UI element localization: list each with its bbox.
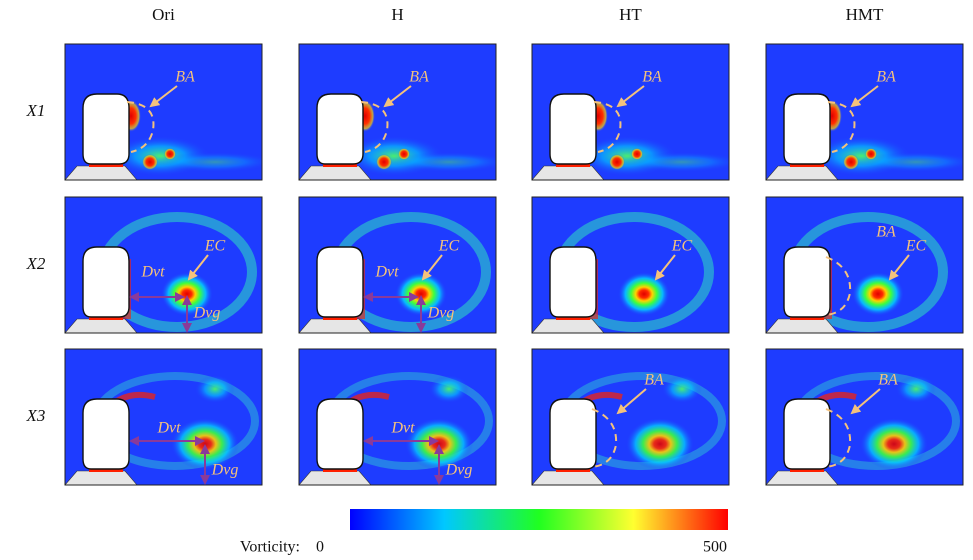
annotation: Dvt xyxy=(140,264,165,281)
row-label: X1 xyxy=(26,101,46,120)
field xyxy=(766,44,973,180)
ground xyxy=(299,471,371,485)
column-header: HT xyxy=(619,5,642,24)
hot-spot xyxy=(376,154,392,170)
contour-panel: BA xyxy=(766,44,973,180)
contour-panel: Dvt EC Dvg xyxy=(299,197,496,333)
vortex xyxy=(618,272,670,316)
train xyxy=(784,247,830,317)
contour-panel: BA xyxy=(299,44,509,180)
annotation: BA xyxy=(642,69,662,86)
contour-panel: BA xyxy=(532,44,742,180)
ground xyxy=(532,319,604,333)
field xyxy=(65,44,275,180)
field xyxy=(532,197,729,333)
vortex xyxy=(626,418,694,470)
annotation: EC xyxy=(204,238,226,255)
row-label: X2 xyxy=(26,254,46,273)
ground xyxy=(299,166,371,180)
train xyxy=(83,247,129,317)
train xyxy=(550,94,596,164)
hot-spot xyxy=(843,154,859,170)
field xyxy=(532,349,729,485)
column-header: HMT xyxy=(846,5,884,24)
train xyxy=(83,94,129,164)
contour-panel: BA EC xyxy=(766,197,963,333)
annotation: EC xyxy=(905,238,927,255)
colorbar-tick-label: 500 xyxy=(703,539,727,556)
train xyxy=(317,399,363,469)
contour-panel: BA xyxy=(766,349,963,485)
hot-spot xyxy=(865,148,877,160)
annotation: BA xyxy=(409,69,429,86)
annotation: BA xyxy=(876,224,896,241)
ground xyxy=(65,319,137,333)
colorbar-label: Vorticity: xyxy=(240,539,300,556)
upper-vortex xyxy=(195,375,235,403)
upper-vortex xyxy=(896,375,936,403)
annotation: Dvg xyxy=(211,462,239,479)
vortex xyxy=(860,418,928,470)
annotation: EC xyxy=(438,238,460,255)
annotation: BA xyxy=(878,372,898,389)
annotation: EC xyxy=(671,238,693,255)
ground xyxy=(299,319,371,333)
ground xyxy=(766,471,838,485)
contour-panel: EC xyxy=(532,197,729,333)
ground xyxy=(766,319,838,333)
annotation: BA xyxy=(644,372,664,389)
train xyxy=(317,94,363,164)
upper-vortex xyxy=(429,375,469,403)
train xyxy=(550,399,596,469)
contour-panel: BA xyxy=(532,349,729,485)
row-label: X3 xyxy=(26,406,46,425)
upper-vortex xyxy=(662,375,702,403)
train xyxy=(784,399,830,469)
field xyxy=(532,44,742,180)
field xyxy=(766,349,963,485)
annotation: BA xyxy=(876,69,896,86)
ground xyxy=(65,166,137,180)
hot-spot xyxy=(609,154,625,170)
annotation: Dvg xyxy=(445,462,473,479)
train xyxy=(83,399,129,469)
ground xyxy=(766,166,838,180)
field xyxy=(299,44,509,180)
column-header: Ori xyxy=(152,5,175,24)
colorbar xyxy=(350,509,728,530)
ground xyxy=(532,471,604,485)
figure: OriHHTHMTX1BABABABAX2DvtECDvgDvtECDvgECB… xyxy=(0,0,973,560)
train xyxy=(317,247,363,317)
annotation: Dvg xyxy=(427,305,455,322)
column-header: H xyxy=(391,5,403,24)
annotation: Dvg xyxy=(193,305,221,322)
train xyxy=(550,247,596,317)
hot-spot xyxy=(398,148,410,160)
hot-spot xyxy=(142,154,158,170)
ground xyxy=(532,166,604,180)
annotation: BA xyxy=(175,69,195,86)
annotation: Dvt xyxy=(374,264,399,281)
annotation: Dvt xyxy=(156,420,181,437)
annotation: Dvt xyxy=(390,420,415,437)
contour-panel: Dvt Dvg xyxy=(299,349,496,485)
contour-panel: Dvt EC Dvg xyxy=(65,197,262,333)
ground xyxy=(65,471,137,485)
field xyxy=(766,197,963,333)
hot-spot xyxy=(164,148,176,160)
contour-panel: BA xyxy=(65,44,275,180)
contour-panel: Dvt Dvg xyxy=(65,349,262,485)
hot-spot xyxy=(631,148,643,160)
vortex xyxy=(852,272,904,316)
train xyxy=(784,94,830,164)
colorbar-tick-label: 0 xyxy=(316,539,324,556)
